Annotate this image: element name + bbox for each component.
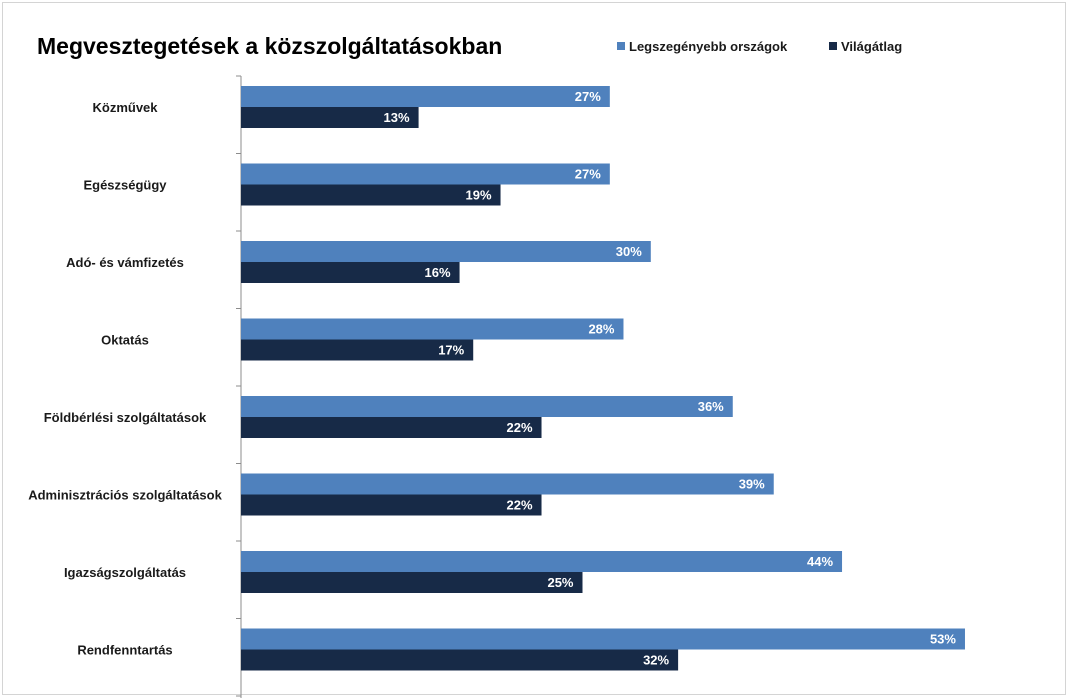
category-label: Egészségügy [83,178,167,193]
data-label: 25% [547,575,573,590]
category-label: Adminisztrációs szolgáltatások [28,488,222,503]
bar-poorest-6 [241,473,774,495]
category-label: Adó- és vámfizetés [66,255,184,270]
bar-poorest-8 [241,628,965,650]
bar-poorest-4 [241,318,624,340]
legend-swatch-2 [829,42,837,50]
data-label: 39% [739,477,765,492]
legend-swatch-1 [617,42,625,50]
data-label: 36% [698,399,724,414]
legend: Legszegényebb országok Világátlag [617,39,902,54]
data-label: 13% [384,110,410,125]
bar-poorest-3 [241,241,651,262]
data-label: 28% [588,322,614,337]
data-label: 22% [506,498,532,513]
data-label: 17% [438,343,464,358]
bar-world-8 [241,649,679,671]
bar-world-4 [241,339,474,361]
bar-world-1 [241,107,419,128]
data-label: 22% [506,420,532,435]
legend-label-1: Legszegényebb országok [629,39,788,54]
data-label: 44% [807,554,833,569]
data-label: 32% [643,653,669,668]
bar-poorest-5 [241,396,733,417]
data-label: 19% [466,188,492,203]
category-label: Igazságszolgáltatás [64,565,186,580]
plot-area: Közművek 27% 13% Egészségügy 27% 19% Adó- és v… [28,75,965,698]
bar-world-2 [241,184,501,206]
bar-poorest-7 [241,551,843,572]
category-label: Oktatás [101,333,149,348]
category-label: Földbérlési szolgáltatások [44,410,207,425]
category-label: Közművek [92,100,158,115]
bar-poorest-1 [241,86,610,107]
data-label: 53% [930,632,956,647]
bar-world-3 [241,262,460,283]
data-label: 16% [425,265,451,280]
bar-world-7 [241,572,583,593]
chart-title: Megvesztegetések a közszolgáltatásokban [37,33,502,59]
bar-world-6 [241,494,542,516]
data-label: 30% [616,244,642,259]
data-label: 27% [575,167,601,182]
bar-world-5 [241,417,542,438]
data-label: 27% [575,89,601,104]
legend-label-2: Világátlag [841,39,902,54]
category-label: Rendfenntartás [77,643,172,658]
bar-poorest-2 [241,163,610,185]
